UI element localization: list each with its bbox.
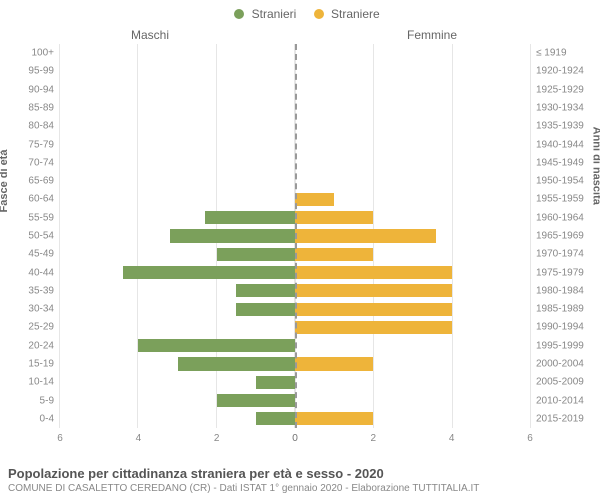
birth-label: 1975-1979 xyxy=(536,267,584,278)
age-label: 25-29 xyxy=(28,322,54,333)
birth-label: 1955-1959 xyxy=(536,194,584,205)
age-label: 85-89 xyxy=(28,102,54,113)
age-label: 40-44 xyxy=(28,267,54,278)
bar-male xyxy=(205,211,295,224)
bar-male xyxy=(138,339,295,352)
bar-female xyxy=(295,248,373,261)
age-label: 15-19 xyxy=(28,358,54,369)
header-female: Femmine xyxy=(407,28,457,42)
age-label: 35-39 xyxy=(28,285,54,296)
age-label: 65-69 xyxy=(28,176,54,187)
footer-title: Popolazione per cittadinanza straniera p… xyxy=(8,466,592,481)
chart-container: Stranieri Straniere Maschi Femmine Fasce… xyxy=(0,0,600,500)
age-label: 100+ xyxy=(31,48,54,59)
female-swatch xyxy=(314,9,324,19)
birth-label: 1950-1954 xyxy=(536,176,584,187)
bar-male xyxy=(170,229,295,242)
bar-female xyxy=(295,211,373,224)
legend-female-label: Straniere xyxy=(331,7,380,21)
birth-label: 1980-1984 xyxy=(536,285,584,296)
footer: Popolazione per cittadinanza straniera p… xyxy=(8,466,592,494)
bar-male xyxy=(236,284,295,297)
bar-male xyxy=(217,248,295,261)
bar-female xyxy=(295,266,452,279)
male-swatch xyxy=(234,9,244,19)
age-label: 60-64 xyxy=(28,194,54,205)
age-label: 45-49 xyxy=(28,249,54,260)
age-label: 55-59 xyxy=(28,212,54,223)
x-tick: 2 xyxy=(214,433,220,444)
birth-label: 1940-1944 xyxy=(536,139,584,150)
birth-label: 1970-1974 xyxy=(536,249,584,260)
age-label: 90-94 xyxy=(28,84,54,95)
centerline xyxy=(295,44,297,428)
bar-male xyxy=(123,266,295,279)
birth-label: 1920-1924 xyxy=(536,66,584,77)
birth-label: ≤ 1919 xyxy=(536,48,567,59)
age-label: 5-9 xyxy=(40,395,54,406)
birth-label: 1960-1964 xyxy=(536,212,584,223)
bar-female xyxy=(295,412,373,425)
age-label: 10-14 xyxy=(28,377,54,388)
bar-male xyxy=(178,357,296,370)
bar-female xyxy=(295,357,373,370)
birth-label: 2015-2019 xyxy=(536,413,584,424)
birth-label: 2000-2004 xyxy=(536,358,584,369)
birth-label: 1930-1934 xyxy=(536,102,584,113)
age-label: 80-84 xyxy=(28,121,54,132)
legend: Stranieri Straniere xyxy=(0,0,600,21)
chart-area: Maschi Femmine Fasce di età Anni di nasc… xyxy=(0,28,600,448)
age-label: 75-79 xyxy=(28,139,54,150)
age-label: 50-54 xyxy=(28,230,54,241)
x-tick: 6 xyxy=(527,433,533,444)
legend-male-label: Stranieri xyxy=(252,7,297,21)
x-tick: 6 xyxy=(57,433,63,444)
birth-label: 1945-1949 xyxy=(536,157,584,168)
birth-label: 1965-1969 xyxy=(536,230,584,241)
x-tick: 4 xyxy=(136,433,142,444)
bar-male xyxy=(256,412,295,425)
x-tick: 0 xyxy=(292,433,298,444)
birth-label: 1985-1989 xyxy=(536,304,584,315)
birth-label: 2005-2009 xyxy=(536,377,584,388)
plot: 02460246100+≤ 191995-991920-192490-94192… xyxy=(60,44,530,428)
birth-label: 1935-1939 xyxy=(536,121,584,132)
bar-male xyxy=(256,376,295,389)
age-label: 20-24 xyxy=(28,340,54,351)
header-male: Maschi xyxy=(131,28,169,42)
age-label: 70-74 xyxy=(28,157,54,168)
axis-title-right: Anni di nascita xyxy=(590,127,600,205)
bar-female xyxy=(295,321,452,334)
birth-label: 2010-2014 xyxy=(536,395,584,406)
bar-female xyxy=(295,193,334,206)
bar-male xyxy=(236,303,295,316)
x-tick: 4 xyxy=(449,433,455,444)
x-tick: 2 xyxy=(371,433,377,444)
bar-female xyxy=(295,284,452,297)
birth-label: 1925-1929 xyxy=(536,84,584,95)
age-label: 30-34 xyxy=(28,304,54,315)
age-label: 95-99 xyxy=(28,66,54,77)
axis-title-left: Fasce di età xyxy=(0,150,10,213)
bar-male xyxy=(217,394,295,407)
bar-female xyxy=(295,303,452,316)
footer-sub: COMUNE DI CASALETTO CEREDANO (CR) - Dati… xyxy=(8,483,592,494)
birth-label: 1990-1994 xyxy=(536,322,584,333)
bar-female xyxy=(295,229,436,242)
birth-label: 1995-1999 xyxy=(536,340,584,351)
age-label: 0-4 xyxy=(40,413,54,424)
gridline xyxy=(530,44,531,428)
